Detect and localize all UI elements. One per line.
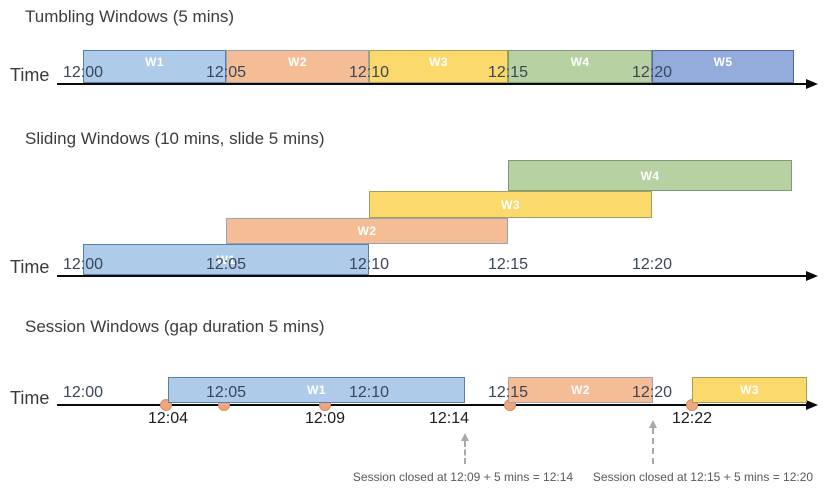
session-close-arrow-icon xyxy=(649,420,657,428)
sliding-window-w3: W3 xyxy=(369,191,652,218)
session-close-caption-1: Session closed at 12:09 + 5 mins = 12:14 xyxy=(352,470,574,484)
sliding-window-w4-label: W4 xyxy=(640,168,660,183)
sliding-window-w2-label: W2 xyxy=(357,224,377,238)
session-window-w1-label: W1 xyxy=(307,383,326,397)
tumbling-tick-1215: 12:15 xyxy=(487,64,529,81)
tumbling-tick-1205: 12:05 xyxy=(205,64,247,81)
sliding-tick-1210: 12:10 xyxy=(348,256,390,273)
session-window-w1: W1 xyxy=(168,377,465,403)
tumbling-window-w3-label: W3 xyxy=(429,55,448,69)
session-close-caption-2: Session closed at 12:15 + 5 mins = 12:20 xyxy=(592,470,814,484)
session-section-title: Session Windows (gap duration 5 mins) xyxy=(25,317,325,336)
tumbling-time-axis-label: Time xyxy=(10,65,50,85)
session-close-arrow-line xyxy=(464,441,466,464)
session-close-arrow-line xyxy=(652,428,654,464)
session-tick-1215: 12:15 xyxy=(487,384,529,401)
tumbling-window-w5: W5 xyxy=(652,50,794,83)
sliding-tick-1215: 12:15 xyxy=(487,256,529,273)
session-tick-1210: 12:10 xyxy=(348,384,390,401)
session-window-w3: W3 xyxy=(692,377,807,403)
session-window-w3-label: W3 xyxy=(740,383,759,397)
sliding-window-w3-label: W3 xyxy=(501,197,520,212)
tumbling-window-w1: W1 xyxy=(83,50,226,83)
session-time-axis xyxy=(57,404,808,406)
tumbling-window-w5-label: W5 xyxy=(713,55,733,69)
tumbling-window-w3: W3 xyxy=(369,50,508,83)
event-label-1222: 12:22 xyxy=(671,410,713,427)
sliding-section-title: Sliding Windows (10 mins, slide 5 mins) xyxy=(25,129,325,148)
tumbling-window-w4: W4 xyxy=(508,50,652,83)
tumbling-tick-1220: 12:20 xyxy=(631,64,673,81)
sliding-axis-arrow-icon xyxy=(806,271,818,281)
event-label-1209: 12:09 xyxy=(304,410,346,427)
sliding-window-w4: W4 xyxy=(508,160,792,191)
session-axis-arrow-icon xyxy=(806,400,818,410)
session-close-arrow-icon xyxy=(461,433,469,441)
sliding-tick-1200: 12:00 xyxy=(62,256,104,273)
session-time-axis-label: Time xyxy=(10,388,50,408)
sliding-tick-1220: 12:20 xyxy=(631,256,673,273)
session-tick-1220: 12:20 xyxy=(631,384,673,401)
tumbling-section-title: Tumbling Windows (5 mins) xyxy=(25,7,235,26)
sliding-window-w1: W1 xyxy=(83,244,369,275)
session-tick-1200: 12:00 xyxy=(62,384,104,401)
tumbling-time-axis xyxy=(57,83,808,85)
tumbling-axis-arrow-icon xyxy=(806,79,818,89)
tumbling-tick-1200: 12:00 xyxy=(62,64,104,81)
tumbling-window-w2: W2 xyxy=(226,50,369,83)
sliding-time-axis-label: Time xyxy=(10,257,50,277)
session-window-w2: W2 xyxy=(508,377,653,403)
tumbling-window-w2-label: W2 xyxy=(288,55,307,69)
tumbling-tick-1210: 12:10 xyxy=(348,64,390,81)
sliding-window-w2: W2 xyxy=(226,218,508,244)
tumbling-window-w1-label: W1 xyxy=(145,55,164,69)
session-tick-1205: 12:05 xyxy=(205,384,247,401)
sliding-window-w1-label: W1 xyxy=(216,252,236,267)
event-label-1214: 12:14 xyxy=(428,410,470,427)
tumbling-window-w4-label: W4 xyxy=(570,55,590,69)
event-label-1204: 12:04 xyxy=(147,410,189,427)
session-window-w2-label: W2 xyxy=(571,383,590,397)
sliding-tick-1205: 12:05 xyxy=(205,256,247,273)
sliding-time-axis xyxy=(57,275,808,277)
